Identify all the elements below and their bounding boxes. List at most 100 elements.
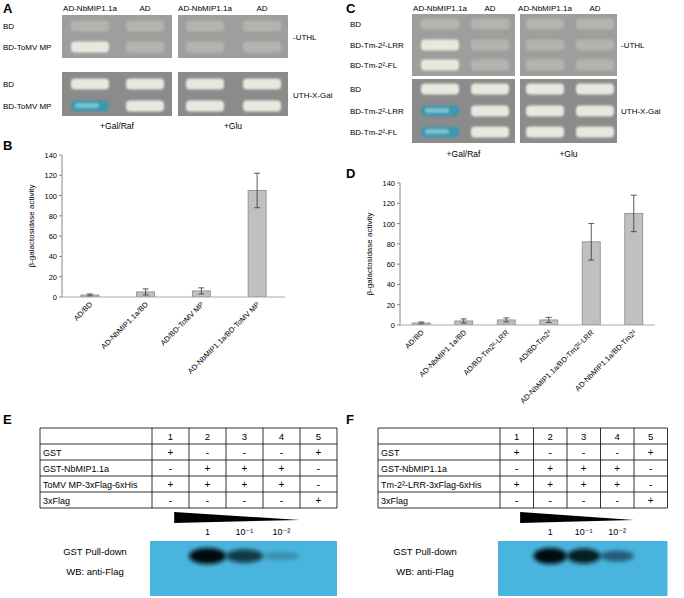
y-tick-label: 60 <box>387 260 395 269</box>
column-number: 1 <box>168 431 173 442</box>
row-label: BD <box>3 22 14 31</box>
row-label: ToMV MP-3xFlag-6xHis <box>43 480 138 490</box>
table-cell: + <box>648 495 654 506</box>
colony-streak <box>71 21 109 32</box>
table-rule <box>600 428 601 508</box>
colony-streak <box>576 84 614 95</box>
table-cell: - <box>280 495 283 506</box>
colony-streak <box>186 42 224 53</box>
panel-letter: F <box>346 412 354 427</box>
table-rule <box>378 444 668 445</box>
table-rule <box>300 428 301 508</box>
column-header: AD-NbMIP1.1a <box>518 4 572 13</box>
error-bar <box>143 289 149 295</box>
colony-streak <box>576 106 614 117</box>
blot-band <box>534 548 568 564</box>
error-cap <box>87 293 93 294</box>
table-cell: - <box>515 495 518 506</box>
colony-streak-highlight <box>425 108 449 113</box>
dilution-label: 10⁻¹ <box>575 527 593 537</box>
error-bar <box>588 224 594 261</box>
colony-streak <box>526 60 564 71</box>
row-label: Tm-2²-LRR-3xFlag-6xHis <box>381 480 482 490</box>
table-rule <box>40 444 337 445</box>
y-axis <box>400 183 401 325</box>
error-cap <box>631 231 637 232</box>
plate <box>412 14 515 76</box>
table-cell: - <box>206 495 209 506</box>
colony-streak <box>576 127 614 138</box>
error-stem <box>548 317 549 322</box>
error-stem <box>463 319 464 323</box>
table-rule <box>533 428 534 508</box>
table-cell: - <box>169 463 172 474</box>
y-tick-label: 140 <box>382 179 395 188</box>
table-rule <box>634 428 635 508</box>
x-tick-label: AD/BD <box>403 328 426 351</box>
error-cap <box>503 317 509 318</box>
row-label: 3xFlag <box>43 496 70 506</box>
row-label: BD-Tm-2²-LRR <box>350 41 404 50</box>
y-tick-label: 20 <box>49 273 57 282</box>
table-rule <box>667 428 668 508</box>
error-cap <box>588 260 594 261</box>
blot-band <box>263 552 300 560</box>
row-label: BD-ToMV MP <box>3 43 51 52</box>
column-number: 2 <box>205 431 210 442</box>
table-cell: + <box>205 463 211 474</box>
table-rule <box>40 428 41 508</box>
dilution-label: 10⁻² <box>608 527 626 537</box>
x-tick-label: AD-NbMIP1.1a/BD-Tm2² <box>573 328 638 393</box>
error-cap <box>546 322 552 323</box>
colony-streak <box>186 79 224 90</box>
x-axis <box>62 297 285 298</box>
condition-label: +Glu <box>224 121 242 131</box>
column-header: AD-NbMIP1.1a <box>178 4 232 13</box>
table-rule <box>378 492 668 493</box>
error-cap <box>631 195 637 196</box>
colony-streak <box>576 60 614 71</box>
blot-label: WB: anti-Flag <box>396 566 454 577</box>
colony-streak <box>471 40 509 51</box>
colony-streak <box>186 101 224 112</box>
western-blot <box>150 541 337 596</box>
y-tick-label: 140 <box>44 151 57 160</box>
table-cell: + <box>547 479 553 490</box>
x-tick-label: AD/BD <box>72 300 95 323</box>
column-number: 3 <box>242 431 247 442</box>
y-axis <box>62 155 63 297</box>
x-tick-label: AD/BD-Tm2²-LRR <box>462 328 511 377</box>
row-label: GST <box>381 448 400 458</box>
column-number: 5 <box>316 431 321 442</box>
table-cell: + <box>581 463 587 474</box>
x-tick-label: AD-NbMIP1.1a/BD-Tm2²-LRR <box>518 328 596 406</box>
blot-label: GST Pull-down <box>63 546 127 557</box>
error-stem <box>257 173 258 207</box>
table-cell: + <box>648 447 654 458</box>
y-tick-label: 20 <box>387 301 395 310</box>
table-rule <box>189 428 190 508</box>
table-cell: - <box>582 495 585 506</box>
condition-label: +Glu <box>559 149 577 159</box>
table-cell: + <box>514 447 520 458</box>
table-cell: - <box>243 447 246 458</box>
blot-label: GST Pull-down <box>393 546 457 557</box>
panel-letter: B <box>3 138 12 153</box>
plate <box>62 15 172 58</box>
error-cap <box>418 323 424 324</box>
table-cell: - <box>206 447 209 458</box>
error-stem <box>145 289 146 295</box>
medium-label: -UTHL <box>621 41 645 50</box>
column-header: AD <box>139 4 150 13</box>
error-bar <box>546 317 552 322</box>
column-number: 5 <box>648 431 653 442</box>
table-cell: + <box>205 479 211 490</box>
column-header: AD <box>484 4 495 13</box>
y-tick-label: 0 <box>391 321 395 330</box>
y-tick-label: 0 <box>53 293 57 302</box>
colony-streak <box>471 106 509 117</box>
table-cell: + <box>614 463 620 474</box>
figure: AAD-NbMIP1.1aAD+Gal/RafAD-NbMIP1.1aAD+Gl… <box>0 0 684 598</box>
dilution-wedge <box>174 512 300 523</box>
table-cell: + <box>316 495 322 506</box>
